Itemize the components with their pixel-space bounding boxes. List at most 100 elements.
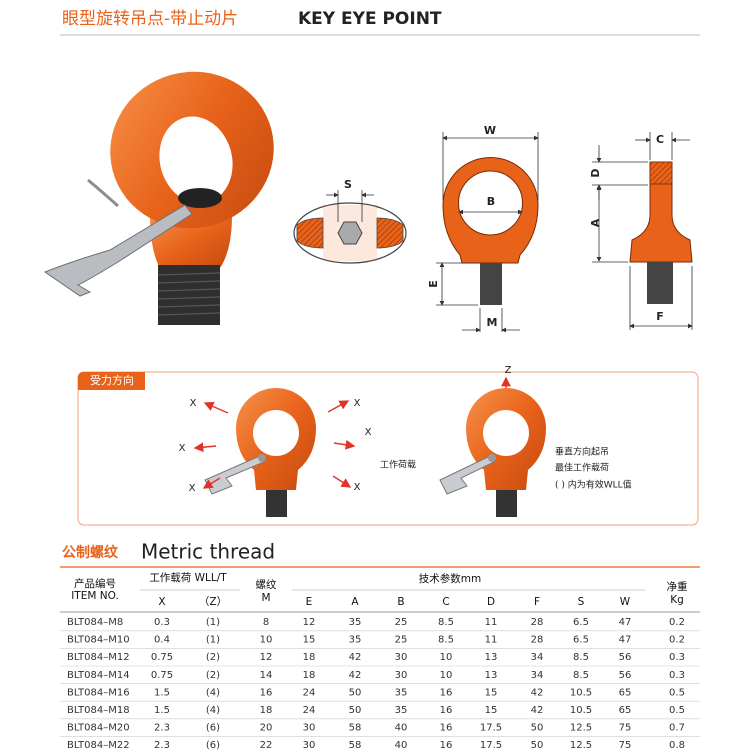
- table-cell: 6.5: [573, 617, 589, 628]
- table-cell: 28: [531, 635, 544, 646]
- side-view: C D A F: [589, 132, 693, 330]
- header-cell: B: [397, 596, 404, 608]
- table-cell: 0.2: [669, 635, 685, 646]
- table-cell: 0.3: [154, 617, 170, 628]
- direction-label: X: [190, 398, 197, 409]
- dimension-label: S: [344, 178, 352, 191]
- table-cell: 0.5: [669, 687, 685, 698]
- eye-bolt-left: [204, 388, 316, 517]
- table-cell: 50: [531, 740, 544, 750]
- header-cell: 螺纹: [256, 578, 277, 591]
- table-cell: 2.3: [154, 723, 170, 734]
- note: 最佳工作载荷: [555, 462, 609, 474]
- header-cell: F: [534, 596, 540, 608]
- table-cell: 30: [303, 740, 316, 750]
- table-cell: 0.75: [151, 652, 173, 663]
- table-cell: 25: [395, 617, 408, 628]
- table-cell: 18: [303, 670, 316, 681]
- table-body: BLT084–M8 0.3 (1) 8 12 35 25 8.5 11 28 6.5 47 0.2 BLT…: [60, 617, 700, 750]
- dimension-label: C: [656, 133, 664, 146]
- front-view: W B E M: [427, 124, 539, 333]
- direction-label: X: [189, 483, 196, 494]
- table-cell: BLT084–M12: [67, 652, 130, 663]
- table-cell: 0.75: [151, 670, 173, 681]
- table-cell: 13: [485, 670, 498, 681]
- table-cell: 12.5: [570, 740, 592, 750]
- table-cell: 16: [440, 723, 453, 734]
- table-cell: 17.5: [480, 723, 502, 734]
- table-cell: 16: [440, 687, 453, 698]
- header-cell: M: [261, 592, 270, 604]
- table-cell: 30: [395, 652, 408, 663]
- table-cell: 56: [619, 670, 632, 681]
- table-cell: 11: [485, 635, 498, 646]
- table-cell: 13: [485, 652, 498, 663]
- dimension-label: B: [487, 195, 495, 208]
- table-cell: 42: [531, 687, 544, 698]
- direction-label: X: [354, 482, 361, 493]
- load-label: 工作荷载: [380, 459, 416, 471]
- table-cell: 0.8: [669, 740, 685, 750]
- header-cell: D: [487, 596, 495, 608]
- table-cell: 10: [440, 670, 453, 681]
- dimension-label: A: [589, 218, 602, 227]
- table-cell: 8.5: [438, 635, 454, 646]
- section-view: S: [293, 178, 407, 264]
- table-cell: 75: [619, 740, 632, 750]
- dimension-label: D: [589, 168, 602, 177]
- table-cell: 35: [349, 635, 362, 646]
- title-en: KEY EYE POINT: [298, 9, 442, 29]
- table-cell: 24: [303, 705, 316, 716]
- section-title-en: Metric thread: [141, 540, 275, 564]
- header-cell: （Z）: [199, 596, 227, 608]
- table-cell: 12: [303, 617, 316, 628]
- table-cell: BLT084–M18: [67, 705, 130, 716]
- table-cell: 0.5: [669, 705, 685, 716]
- table-cell: 50: [531, 723, 544, 734]
- table-cell: (6): [206, 740, 220, 750]
- header-cell: A: [351, 596, 359, 608]
- header-cell: ITEM NO.: [71, 590, 119, 602]
- header-cell: Kg: [670, 594, 684, 606]
- table-cell: 35: [349, 617, 362, 628]
- table-cell: 24: [303, 687, 316, 698]
- table-cell: 58: [349, 740, 362, 750]
- table-cell: 47: [619, 617, 632, 628]
- table-header: 产品编号 ITEM NO. 工作载荷 WLL/T X （Z） 螺纹 M 技术参数…: [60, 572, 700, 613]
- table-cell: 16: [440, 740, 453, 750]
- panel-title: 受力方向: [90, 373, 134, 387]
- table-cell: 30: [303, 723, 316, 734]
- table-cell: BLT084–M8: [67, 617, 123, 628]
- direction-label: X: [354, 398, 361, 409]
- header-cell: E: [306, 596, 313, 608]
- table-cell: BLT084–M10: [67, 635, 130, 646]
- header-cell: 产品编号: [74, 577, 116, 590]
- table-cell: 50: [349, 705, 362, 716]
- table-cell: 40: [395, 740, 408, 750]
- table-cell: 35: [395, 705, 408, 716]
- table-cell: 42: [349, 652, 362, 663]
- header-cell: W: [620, 596, 631, 608]
- dimension-label: E: [427, 280, 440, 288]
- table-cell: (1): [206, 635, 220, 646]
- table-cell: 1.5: [154, 705, 170, 716]
- section-title-cn: 公制螺纹: [62, 544, 119, 561]
- header-cell: X: [158, 596, 165, 608]
- table-cell: 18: [303, 652, 316, 663]
- table-cell: 16: [440, 705, 453, 716]
- dimension-label: W: [484, 124, 496, 137]
- table-cell: (2): [206, 670, 220, 681]
- table-cell: 8.5: [438, 617, 454, 628]
- table-cell: 10: [260, 635, 273, 646]
- table-cell: (1): [206, 617, 220, 628]
- direction-label: X: [365, 427, 372, 438]
- table-cell: 50: [349, 687, 362, 698]
- force-panel: 受力方向 X X X X X X Z 工作荷载: [77, 365, 699, 526]
- header-cell: S: [578, 596, 585, 608]
- table-cell: 8: [263, 617, 269, 628]
- table-cell: 35: [395, 687, 408, 698]
- table-cell: 25: [395, 635, 408, 646]
- direction-label: X: [179, 443, 186, 454]
- table-cell: 30: [395, 670, 408, 681]
